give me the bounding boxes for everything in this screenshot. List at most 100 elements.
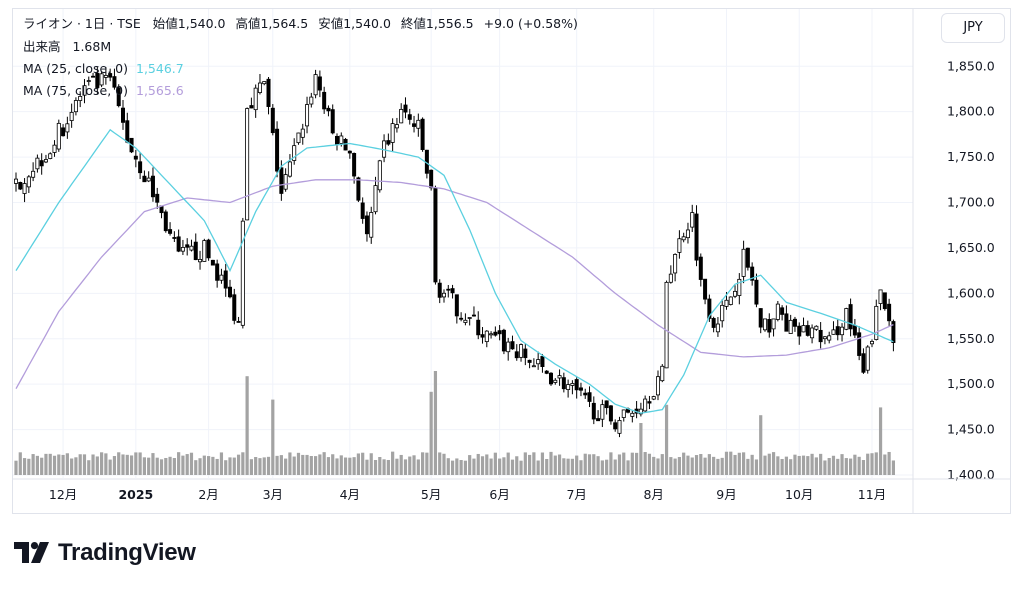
- y-axis-tick-label: 1,850.0: [947, 58, 995, 73]
- candle-up: [56, 122, 61, 150]
- candle-up: [673, 254, 678, 274]
- candle-down: [206, 239, 211, 259]
- volume-bar: [754, 459, 759, 475]
- volume-bar: [596, 456, 600, 475]
- volume-bar: [95, 456, 99, 475]
- volume-bar: [65, 453, 69, 475]
- ma75-legend: MA (75, close, 0) 1,565.6: [23, 83, 184, 99]
- candle-up: [31, 170, 36, 178]
- volume-bar: [819, 453, 823, 475]
- ma25-line: [15, 128, 894, 414]
- candle-down: [797, 325, 802, 337]
- volume-bar: [117, 452, 121, 475]
- candle-down: [168, 229, 173, 234]
- volume-bar: [510, 459, 515, 475]
- volume-bar: [112, 456, 117, 475]
- candle-down: [613, 422, 618, 430]
- candle-up: [741, 248, 746, 277]
- y-axis-tick-label: 1,400.0: [947, 467, 995, 482]
- volume-bar: [823, 460, 827, 475]
- volume-bar: [352, 457, 356, 475]
- candle-down: [887, 303, 892, 322]
- ohlc-legend: ライオン · 1日 · TSE 始値1,540.0 高値1,564.5 安値1,…: [23, 16, 578, 32]
- candle-up: [441, 292, 446, 298]
- candle-down: [450, 288, 455, 294]
- volume-bar: [18, 452, 22, 475]
- candle-up: [536, 359, 541, 365]
- volume-bar: [429, 391, 433, 475]
- candle-down: [805, 325, 810, 336]
- volume-bar: [459, 460, 463, 475]
- volume-bar: [737, 452, 741, 475]
- low-label: 安値: [318, 16, 344, 31]
- x-axis-tick-label: 9月: [716, 487, 736, 502]
- volume-bar: [742, 452, 746, 475]
- candle-up: [22, 183, 27, 194]
- volume-bar: [339, 455, 343, 475]
- volume-bar: [309, 456, 313, 475]
- candle-down: [698, 256, 703, 280]
- ma25-value: 1,546.7: [136, 61, 184, 76]
- volume-bar: [703, 457, 707, 475]
- volume-bar: [14, 460, 18, 475]
- volume-bar: [335, 458, 339, 475]
- volume-bar: [600, 460, 604, 475]
- candle-down: [322, 91, 327, 110]
- volume-bar: [202, 455, 206, 475]
- candle-up: [309, 96, 314, 105]
- candle-down: [780, 307, 785, 315]
- volume-bar: [185, 454, 189, 475]
- currency-button[interactable]: JPY: [941, 13, 1005, 43]
- volume-bar: [827, 457, 831, 475]
- candle-down: [236, 321, 241, 323]
- candle-down: [574, 379, 579, 391]
- volume-bar: [314, 456, 318, 475]
- volume-bar: [249, 459, 253, 475]
- volume-bar: [172, 458, 176, 475]
- volume-bar: [724, 451, 729, 475]
- volume-bar: [134, 452, 138, 475]
- tradingview-logo-text: TradingView: [58, 539, 196, 566]
- candle-down: [330, 109, 335, 134]
- candle-down: [745, 247, 750, 268]
- candle-up: [870, 340, 875, 345]
- candle-up: [48, 153, 53, 159]
- volume-bar: [694, 455, 699, 475]
- candle-down: [527, 359, 532, 363]
- candle-up: [180, 247, 185, 252]
- volume-bar: [682, 452, 686, 475]
- candle-up: [685, 229, 690, 239]
- candle-up: [253, 87, 258, 111]
- volume-bar: [652, 456, 656, 475]
- volume-bar: [844, 458, 848, 475]
- candle-up: [305, 104, 310, 127]
- volume-bar: [31, 454, 35, 475]
- volume-bar: [22, 458, 27, 475]
- volume-bar: [861, 460, 866, 475]
- volume-bar: [686, 455, 690, 475]
- volume-bar: [639, 423, 643, 475]
- volume-bar: [155, 457, 159, 475]
- candlestick-chart[interactable]: 1,400.0 1,450.0 1,500.0 1,550.0 1,600.0 1,650…: [13, 9, 1010, 513]
- candle-down: [514, 351, 519, 359]
- candle-down: [112, 76, 117, 88]
- volume-bar: [275, 455, 279, 475]
- candle-down: [121, 107, 126, 123]
- candle-down: [185, 244, 190, 248]
- open-value: 1,540.0: [177, 16, 226, 31]
- volume-bar: [373, 459, 378, 475]
- volume-bar: [442, 453, 446, 475]
- candle-down: [707, 298, 712, 319]
- volume-bar: [699, 454, 703, 475]
- candle-up: [287, 161, 292, 177]
- volume-bar: [866, 453, 870, 475]
- volume-bar: [305, 454, 309, 475]
- candle-down: [510, 341, 515, 350]
- candle-down: [266, 78, 271, 107]
- candle-up: [600, 404, 605, 420]
- tradingview-logo[interactable]: TradingView: [14, 538, 196, 568]
- candle-up: [86, 80, 91, 82]
- candle-up: [103, 75, 108, 78]
- volume-bar: [446, 458, 450, 475]
- candle-up: [531, 365, 536, 368]
